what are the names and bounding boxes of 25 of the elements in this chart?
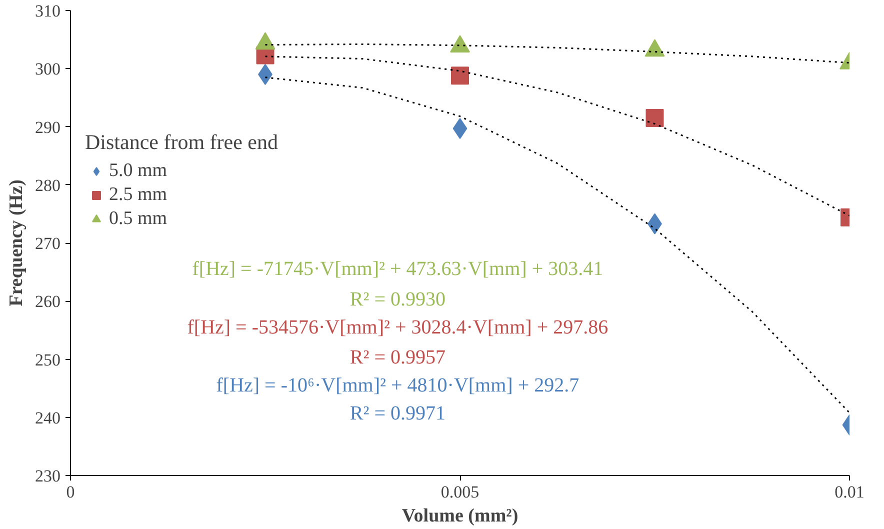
legend-title: Distance from free end <box>85 130 278 155</box>
y-tick-label: 260 <box>35 292 60 312</box>
y-tick-label: 240 <box>35 408 60 428</box>
annotation: R² = 0.9957 <box>350 346 446 369</box>
legend-label: 5.0 mm <box>109 160 168 182</box>
legend-label: 2.5 mm <box>109 184 168 206</box>
x-tick-label: 0.005 <box>440 482 480 502</box>
y-tick-label: 290 <box>35 118 60 137</box>
annotation: R² = 0.9971 <box>350 402 446 424</box>
y-axis-title: Frequency (Hz) <box>6 180 27 306</box>
x-tick-label: 0 <box>66 482 75 502</box>
annotation: f[Hz] = -534576·V[mm]² + 3028.4·V[mm] + 297.86 <box>187 316 608 338</box>
y-tick-label: 250 <box>35 350 60 370</box>
x-axis-title: Volume (mm²) <box>402 506 518 526</box>
y-tick-label: 280 <box>35 176 60 195</box>
y-tick-label: 310 <box>35 2 60 20</box>
point <box>451 66 469 85</box>
annotation: f[Hz] = -71745·V[mm]² + 473.63·V[mm] + 303.41 <box>192 258 604 280</box>
y-tick-label: 300 <box>35 60 60 79</box>
x-tick-label: 0.01 <box>834 482 864 502</box>
y-tick-label: 230 <box>35 466 60 486</box>
annotation: R² = 0.9930 <box>350 288 446 310</box>
legend-label: 0.5 mm <box>109 208 168 230</box>
y-tick-label: 270 <box>35 234 60 253</box>
annotation: f[Hz] = -10⁶·V[mm]² + 4810·V[mm] + 292.7 <box>216 374 580 396</box>
